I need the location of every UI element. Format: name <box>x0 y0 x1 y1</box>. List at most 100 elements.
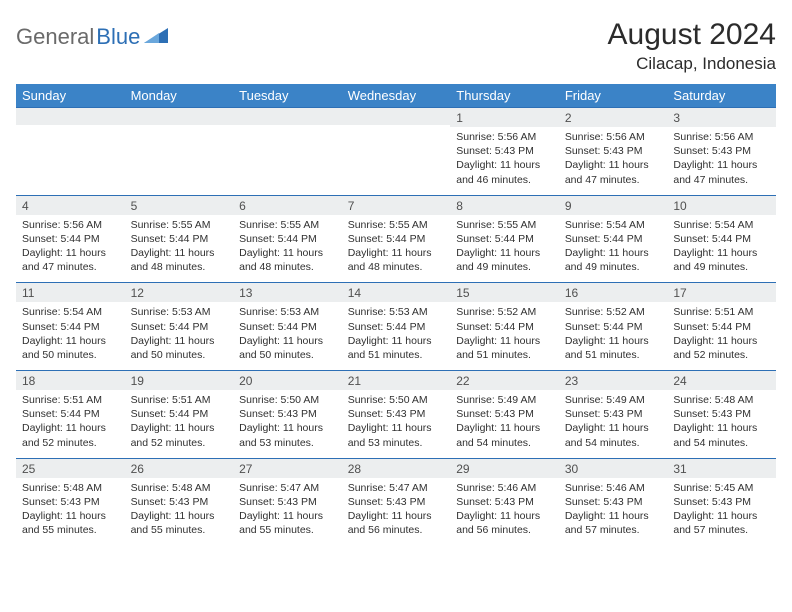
day-detail-line: and 47 minutes. <box>22 260 119 274</box>
day-cell: 4Sunrise: 5:56 AMSunset: 5:44 PMDaylight… <box>16 195 125 283</box>
day-number: 17 <box>667 282 776 302</box>
day-details: Sunrise: 5:56 AMSunset: 5:44 PMDaylight:… <box>16 215 125 283</box>
day-cell: 23Sunrise: 5:49 AMSunset: 5:43 PMDayligh… <box>559 370 668 458</box>
day-detail-line: Daylight: 11 hours <box>239 509 336 523</box>
weekday-header: Saturday <box>667 84 776 107</box>
day-detail-line: Sunset: 5:43 PM <box>565 495 662 509</box>
day-detail-line: Daylight: 11 hours <box>673 158 770 172</box>
day-detail-line: Sunrise: 5:56 AM <box>456 130 553 144</box>
day-detail-line: Sunrise: 5:54 AM <box>673 218 770 232</box>
day-details: Sunrise: 5:54 AMSunset: 5:44 PMDaylight:… <box>16 302 125 370</box>
day-detail-line: Sunset: 5:43 PM <box>131 495 228 509</box>
day-details: Sunrise: 5:51 AMSunset: 5:44 PMDaylight:… <box>125 390 234 458</box>
day-detail-line: Daylight: 11 hours <box>22 246 119 260</box>
day-cell: 9Sunrise: 5:54 AMSunset: 5:44 PMDaylight… <box>559 195 668 283</box>
day-detail-line: Sunset: 5:43 PM <box>673 407 770 421</box>
day-cell: 17Sunrise: 5:51 AMSunset: 5:44 PMDayligh… <box>667 282 776 370</box>
day-detail-line: and 46 minutes. <box>456 173 553 187</box>
day-number: 3 <box>667 107 776 127</box>
day-detail-line: Sunset: 5:43 PM <box>239 407 336 421</box>
day-cell: 27Sunrise: 5:47 AMSunset: 5:43 PMDayligh… <box>233 458 342 546</box>
day-cell: 24Sunrise: 5:48 AMSunset: 5:43 PMDayligh… <box>667 370 776 458</box>
day-detail-line: Daylight: 11 hours <box>673 509 770 523</box>
day-details <box>16 125 125 183</box>
day-details: Sunrise: 5:47 AMSunset: 5:43 PMDaylight:… <box>342 478 451 546</box>
weekday-header: Wednesday <box>342 84 451 107</box>
day-detail-line: Sunrise: 5:53 AM <box>348 305 445 319</box>
day-detail-line: and 50 minutes. <box>131 348 228 362</box>
day-detail-line: Daylight: 11 hours <box>456 246 553 260</box>
weekday-header: Monday <box>125 84 234 107</box>
day-detail-line: and 55 minutes. <box>22 523 119 537</box>
day-cell: 6Sunrise: 5:55 AMSunset: 5:44 PMDaylight… <box>233 195 342 283</box>
day-detail-line: and 56 minutes. <box>348 523 445 537</box>
day-detail-line: Daylight: 11 hours <box>456 421 553 435</box>
day-detail-line: Sunrise: 5:47 AM <box>239 481 336 495</box>
day-detail-line: Sunrise: 5:53 AM <box>131 305 228 319</box>
day-cell: 5Sunrise: 5:55 AMSunset: 5:44 PMDaylight… <box>125 195 234 283</box>
day-details: Sunrise: 5:54 AMSunset: 5:44 PMDaylight:… <box>667 215 776 283</box>
day-detail-line: Daylight: 11 hours <box>456 334 553 348</box>
day-detail-line: Daylight: 11 hours <box>348 421 445 435</box>
day-detail-line: Daylight: 11 hours <box>131 334 228 348</box>
day-detail-line: Sunset: 5:44 PM <box>565 232 662 246</box>
day-cell: 7Sunrise: 5:55 AMSunset: 5:44 PMDaylight… <box>342 195 451 283</box>
day-detail-line: Sunrise: 5:53 AM <box>239 305 336 319</box>
day-detail-line: and 50 minutes. <box>239 348 336 362</box>
day-cell: 19Sunrise: 5:51 AMSunset: 5:44 PMDayligh… <box>125 370 234 458</box>
day-detail-line: Sunrise: 5:47 AM <box>348 481 445 495</box>
day-detail-line: Sunrise: 5:45 AM <box>673 481 770 495</box>
day-cell: 31Sunrise: 5:45 AMSunset: 5:43 PMDayligh… <box>667 458 776 546</box>
day-detail-line: and 49 minutes. <box>673 260 770 274</box>
day-number: 11 <box>16 282 125 302</box>
day-number: 21 <box>342 370 451 390</box>
day-detail-line: and 47 minutes. <box>673 173 770 187</box>
day-cell <box>125 107 234 195</box>
day-detail-line: Sunrise: 5:46 AM <box>565 481 662 495</box>
day-details: Sunrise: 5:45 AMSunset: 5:43 PMDaylight:… <box>667 478 776 546</box>
day-number: 16 <box>559 282 668 302</box>
day-detail-line: Daylight: 11 hours <box>673 246 770 260</box>
day-number: 24 <box>667 370 776 390</box>
day-detail-line: and 47 minutes. <box>565 173 662 187</box>
day-detail-line: Sunset: 5:44 PM <box>22 407 119 421</box>
day-number: 1 <box>450 107 559 127</box>
weekday-header: Sunday <box>16 84 125 107</box>
day-detail-line: and 57 minutes. <box>673 523 770 537</box>
day-detail-line: Daylight: 11 hours <box>565 158 662 172</box>
day-number <box>16 107 125 125</box>
day-cell: 8Sunrise: 5:55 AMSunset: 5:44 PMDaylight… <box>450 195 559 283</box>
day-detail-line: and 52 minutes. <box>22 436 119 450</box>
day-details: Sunrise: 5:46 AMSunset: 5:43 PMDaylight:… <box>450 478 559 546</box>
day-detail-line: Sunset: 5:44 PM <box>565 320 662 334</box>
day-detail-line: and 49 minutes. <box>565 260 662 274</box>
day-details: Sunrise: 5:56 AMSunset: 5:43 PMDaylight:… <box>667 127 776 195</box>
day-detail-line: Sunset: 5:44 PM <box>456 320 553 334</box>
calendar-page: General Blue August 2024 Cilacap, Indone… <box>0 0 792 555</box>
day-detail-line: Sunrise: 5:54 AM <box>22 305 119 319</box>
day-details: Sunrise: 5:49 AMSunset: 5:43 PMDaylight:… <box>559 390 668 458</box>
day-number: 25 <box>16 458 125 478</box>
day-detail-line: Daylight: 11 hours <box>22 334 119 348</box>
brand-part2: Blue <box>96 24 140 50</box>
weekday-header-row: Sunday Monday Tuesday Wednesday Thursday… <box>16 84 776 107</box>
day-detail-line: Sunset: 5:44 PM <box>348 320 445 334</box>
day-detail-line: Sunrise: 5:46 AM <box>456 481 553 495</box>
day-detail-line: Sunrise: 5:51 AM <box>22 393 119 407</box>
day-cell: 11Sunrise: 5:54 AMSunset: 5:44 PMDayligh… <box>16 282 125 370</box>
day-cell: 18Sunrise: 5:51 AMSunset: 5:44 PMDayligh… <box>16 370 125 458</box>
day-detail-line: Daylight: 11 hours <box>456 509 553 523</box>
day-details: Sunrise: 5:46 AMSunset: 5:43 PMDaylight:… <box>559 478 668 546</box>
day-detail-line: Daylight: 11 hours <box>673 421 770 435</box>
day-detail-line: Sunrise: 5:52 AM <box>565 305 662 319</box>
day-detail-line: and 52 minutes. <box>131 436 228 450</box>
day-detail-line: Sunrise: 5:56 AM <box>673 130 770 144</box>
day-number: 7 <box>342 195 451 215</box>
day-cell: 3Sunrise: 5:56 AMSunset: 5:43 PMDaylight… <box>667 107 776 195</box>
day-details: Sunrise: 5:55 AMSunset: 5:44 PMDaylight:… <box>450 215 559 283</box>
day-number: 19 <box>125 370 234 390</box>
day-detail-line: Sunrise: 5:55 AM <box>131 218 228 232</box>
day-detail-line: Sunset: 5:43 PM <box>456 495 553 509</box>
day-detail-line: and 53 minutes. <box>239 436 336 450</box>
brand-triangle-icon <box>144 26 168 49</box>
